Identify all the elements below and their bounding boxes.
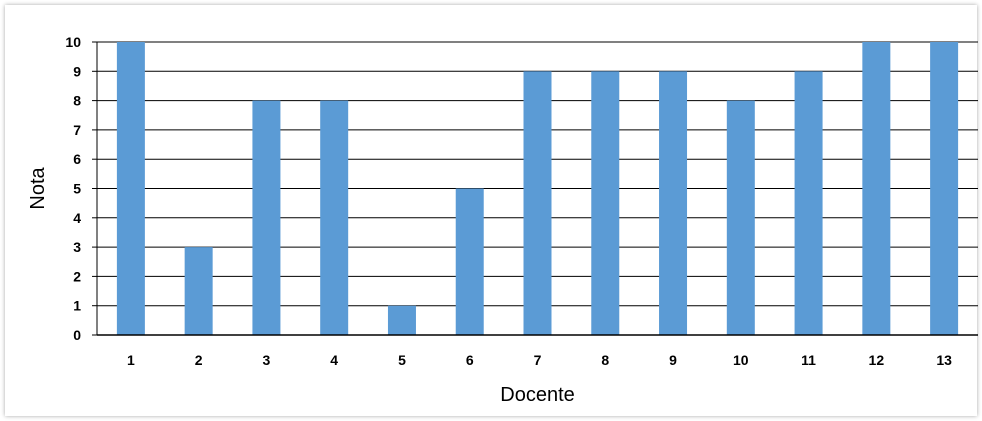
bar-6 [455, 188, 484, 335]
x-tick-label-9: 9 [669, 352, 677, 368]
bar-7 [523, 71, 552, 336]
x-tick-label-6: 6 [466, 352, 474, 368]
bar-11 [794, 71, 823, 336]
bar-5 [387, 305, 416, 335]
bar-12 [862, 42, 891, 335]
bar-9 [659, 71, 688, 336]
y-tick-label-1: 1 [73, 298, 81, 314]
bar-4 [320, 100, 349, 335]
x-tick-label-11: 11 [801, 352, 816, 368]
y-tick-label-8: 8 [73, 93, 81, 109]
bar-2 [184, 247, 213, 335]
bar-10 [726, 100, 755, 335]
y-tick-label-2: 2 [73, 268, 81, 284]
y-tick-label-3: 3 [73, 239, 81, 255]
x-tick-label-5: 5 [398, 352, 406, 368]
y-tick-label-7: 7 [73, 122, 81, 138]
x-tick-label-4: 4 [330, 352, 338, 368]
bar-13 [930, 42, 959, 335]
bar-8 [591, 71, 620, 336]
bar-1 [116, 42, 145, 335]
y-tick-label-9: 9 [73, 63, 81, 79]
x-tick-label-7: 7 [534, 352, 542, 368]
y-tick-label-4: 4 [73, 210, 81, 226]
y-tick-label-5: 5 [73, 181, 81, 197]
x-axis-title: Docente [500, 384, 575, 406]
x-tick-label-10: 10 [733, 352, 749, 368]
axes [92, 41, 978, 336]
x-tick-label-13: 13 [936, 352, 952, 368]
y-tick-label-6: 6 [73, 151, 81, 167]
y-axis-title: Nota [27, 167, 49, 210]
x-tick-label-2: 2 [195, 352, 203, 368]
bar-3 [252, 100, 281, 335]
y-tick-label-0: 0 [73, 327, 81, 343]
y-tick-label-10: 10 [65, 34, 81, 50]
x-tick-label-3: 3 [263, 352, 271, 368]
x-tick-label-1: 1 [127, 352, 135, 368]
bars [116, 42, 959, 336]
x-tick-label-12: 12 [869, 352, 885, 368]
x-tick-label-8: 8 [601, 352, 609, 368]
